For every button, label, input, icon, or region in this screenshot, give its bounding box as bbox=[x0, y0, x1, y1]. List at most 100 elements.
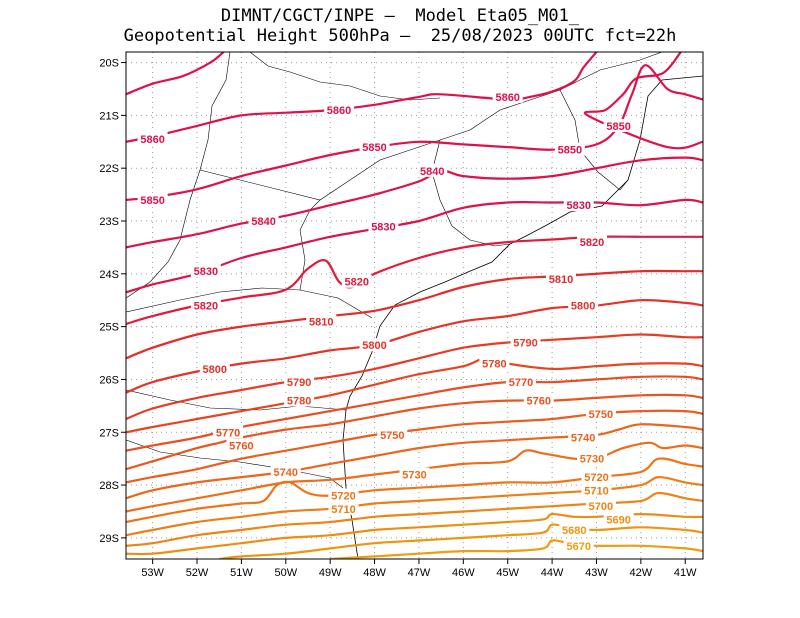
contour-label-bg bbox=[559, 522, 590, 536]
contour-label-bg bbox=[577, 235, 608, 249]
contour-5750 bbox=[126, 409, 703, 484]
contour-label-5720: 5720 bbox=[331, 491, 355, 503]
x-tick-label: 45W bbox=[496, 567, 519, 579]
coastline bbox=[342, 75, 703, 559]
contour-label-bg bbox=[492, 89, 523, 103]
contour-label-bg bbox=[324, 103, 355, 117]
y-tick-label: 26S bbox=[99, 374, 119, 386]
y-tick-label: 22S bbox=[99, 163, 119, 175]
y-tick-label: 27S bbox=[99, 427, 119, 439]
contour-label-5860: 5860 bbox=[327, 105, 351, 117]
contour-label-bg bbox=[328, 501, 359, 515]
contour-label-bg bbox=[190, 264, 221, 278]
contour-label-5700: 5700 bbox=[589, 501, 613, 513]
contour-label-bg bbox=[306, 314, 337, 328]
contour-5670 bbox=[330, 539, 703, 559]
contour-label-5760: 5760 bbox=[229, 440, 253, 452]
y-axis: 20S 21S 22S 23S 24S 25S 26S 27S 28S 29S bbox=[99, 58, 126, 545]
contour-labels: 5860 5860 5860 5850 5850 5850 5850 5840 5840 5830… bbox=[137, 89, 634, 553]
y-tick-label: 29S bbox=[99, 533, 119, 545]
contour-label-bg bbox=[368, 219, 399, 233]
contour-label-5790: 5790 bbox=[513, 337, 537, 349]
contour-label-5840: 5840 bbox=[420, 166, 444, 178]
contour-label-bg bbox=[284, 393, 315, 407]
x-tick-label: 51W bbox=[230, 567, 253, 579]
contour-label-bg bbox=[399, 467, 430, 481]
x-axis: 53W 52W 51W 50W 49W 48W 47W 46W 45W 44W 43W 42W 41W bbox=[141, 559, 697, 579]
contour-label-bg bbox=[417, 163, 448, 177]
contour-label-5860: 5860 bbox=[495, 92, 519, 104]
contour-label-5750: 5750 bbox=[380, 430, 404, 442]
contour-label-bg bbox=[545, 272, 576, 286]
x-tick-label: 48W bbox=[363, 567, 386, 579]
contour-label-5830: 5830 bbox=[194, 266, 218, 278]
contour-label-bg bbox=[568, 298, 599, 312]
contour-label-5710: 5710 bbox=[584, 485, 608, 497]
contour-label-bg bbox=[359, 140, 390, 154]
contour-5860 bbox=[584, 52, 703, 150]
contour-label-bg bbox=[568, 430, 599, 444]
contour-label-bg bbox=[248, 214, 279, 227]
contour-label-bg bbox=[226, 438, 257, 452]
contour-5700 bbox=[126, 491, 703, 547]
contour-label-5750: 5750 bbox=[589, 409, 613, 421]
contour-5740 bbox=[126, 423, 703, 500]
contour-label-5850: 5850 bbox=[362, 142, 386, 154]
contour-label-5790: 5790 bbox=[287, 377, 311, 389]
contour-label-bg bbox=[270, 464, 301, 478]
x-tick-label: 46W bbox=[452, 567, 475, 579]
contour-label-bg bbox=[563, 198, 594, 212]
contour-label-bg bbox=[585, 406, 616, 420]
contour-5710 bbox=[126, 475, 703, 537]
contour-label-5690: 5690 bbox=[606, 514, 630, 526]
contour-label-bg bbox=[506, 375, 537, 389]
contour-label-5830: 5830 bbox=[566, 200, 590, 212]
contour-label-bg bbox=[585, 499, 616, 513]
contour-label-5800: 5800 bbox=[571, 301, 595, 313]
contour-label-5730: 5730 bbox=[580, 454, 604, 466]
contour-label-5800: 5800 bbox=[362, 340, 386, 352]
state-border bbox=[126, 52, 231, 299]
y-tick-label: 21S bbox=[99, 110, 119, 122]
contour-label-bg bbox=[563, 538, 594, 552]
x-tick-label: 50W bbox=[274, 567, 297, 579]
y-tick-label: 25S bbox=[99, 322, 119, 334]
contour-label-bg bbox=[137, 132, 168, 146]
state-border bbox=[126, 287, 373, 319]
contour-label-5710: 5710 bbox=[331, 504, 355, 516]
contour-label-5670: 5670 bbox=[566, 541, 590, 553]
contour-5860 bbox=[126, 52, 598, 143]
contour-label-5720: 5720 bbox=[584, 472, 608, 484]
contour-5680 bbox=[219, 523, 703, 559]
contour-label-5810: 5810 bbox=[309, 316, 333, 328]
state-border bbox=[126, 389, 347, 411]
contour-5780 bbox=[126, 357, 703, 434]
y-tick-label: 20S bbox=[99, 58, 119, 70]
contour-5850 bbox=[126, 64, 703, 201]
contour-5860 bbox=[126, 52, 225, 96]
contour-label-bg bbox=[603, 118, 634, 132]
contour-label-5680: 5680 bbox=[562, 525, 586, 537]
contour-label-5770: 5770 bbox=[216, 427, 240, 439]
x-tick-label: 49W bbox=[319, 567, 342, 579]
contour-label-5800: 5800 bbox=[203, 364, 227, 376]
contour-5730 bbox=[126, 441, 703, 513]
contour-label-5780: 5780 bbox=[287, 396, 311, 408]
state-border bbox=[299, 199, 321, 291]
contour-label-bg bbox=[603, 512, 634, 526]
contour-label-bg bbox=[328, 488, 359, 502]
contour-label-5840: 5840 bbox=[251, 216, 275, 228]
contour-label-bg bbox=[523, 393, 554, 407]
contour-5760 bbox=[126, 393, 703, 471]
contour-label-bg bbox=[577, 451, 608, 465]
y-tick-label: 28S bbox=[99, 480, 119, 492]
contour-label-5850: 5850 bbox=[606, 121, 630, 133]
plot-frame bbox=[125, 51, 704, 560]
contour-label-bg bbox=[213, 425, 244, 439]
contour-label-5770: 5770 bbox=[509, 377, 533, 389]
x-tick-label: 47W bbox=[408, 567, 431, 579]
contour-5810 bbox=[126, 269, 703, 360]
contour-label-bg bbox=[341, 274, 372, 288]
contour-label-5820: 5820 bbox=[194, 301, 218, 313]
